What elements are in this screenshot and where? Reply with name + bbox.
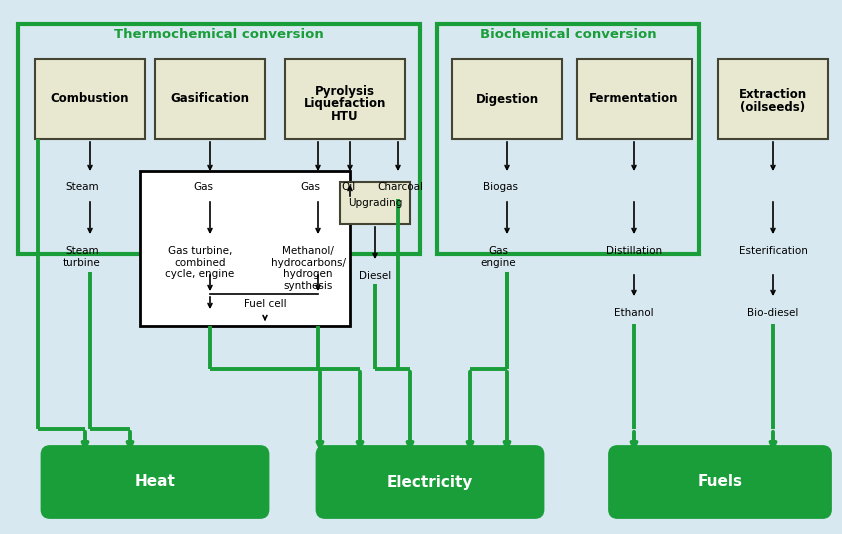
Text: Charcoal: Charcoal [377, 182, 423, 192]
Text: Fermentation: Fermentation [589, 92, 679, 106]
Text: Thermochemical conversion: Thermochemical conversion [115, 27, 324, 41]
Bar [718, 59, 828, 139]
Text: Gas: Gas [193, 182, 213, 192]
Text: Electricity: Electricity [386, 475, 473, 490]
Bar [340, 182, 410, 224]
Text: Gas turbine,
combined
cycle, engine: Gas turbine, combined cycle, engine [165, 246, 235, 279]
Bar [140, 171, 350, 326]
Text: Oil: Oil [341, 182, 355, 192]
Text: Pyrolysis: Pyrolysis [315, 84, 375, 98]
Text: Liquefaction: Liquefaction [304, 98, 386, 111]
Text: Gas: Gas [300, 182, 320, 192]
Text: Combustion: Combustion [51, 92, 130, 106]
Text: Gas
engine: Gas engine [480, 246, 516, 268]
Text: Fuels: Fuels [697, 475, 743, 490]
Text: Fuel cell: Fuel cell [243, 299, 286, 309]
Bar [452, 59, 562, 139]
FancyBboxPatch shape [610, 446, 830, 517]
Text: Ethanol: Ethanol [614, 308, 653, 318]
Text: Diesel: Diesel [359, 271, 392, 281]
Text: Biogas: Biogas [482, 182, 518, 192]
FancyBboxPatch shape [42, 446, 268, 517]
Bar [155, 59, 265, 139]
Text: HTU: HTU [331, 111, 359, 123]
Text: Distillation: Distillation [606, 246, 662, 256]
Bar [18, 24, 420, 254]
Text: Methanol/
hydrocarbons/
hydrogen
synthesis: Methanol/ hydrocarbons/ hydrogen synthes… [270, 246, 345, 291]
Text: Biochemical conversion: Biochemical conversion [480, 27, 656, 41]
Text: Steam: Steam [65, 182, 99, 192]
Bar [285, 59, 405, 139]
Bar [577, 59, 692, 139]
Text: (oilseeds): (oilseeds) [740, 100, 806, 114]
Bar [437, 24, 699, 254]
Text: Upgrading: Upgrading [348, 198, 402, 208]
Text: Esterification: Esterification [738, 246, 807, 256]
Text: Gasification: Gasification [170, 92, 249, 106]
Bar [35, 59, 145, 139]
Text: Heat: Heat [135, 475, 175, 490]
Text: Bio-diesel: Bio-diesel [748, 308, 799, 318]
Text: Digestion: Digestion [476, 92, 539, 106]
Text: Extraction: Extraction [739, 88, 807, 100]
FancyBboxPatch shape [317, 446, 543, 517]
Text: Steam
turbine: Steam turbine [63, 246, 101, 268]
